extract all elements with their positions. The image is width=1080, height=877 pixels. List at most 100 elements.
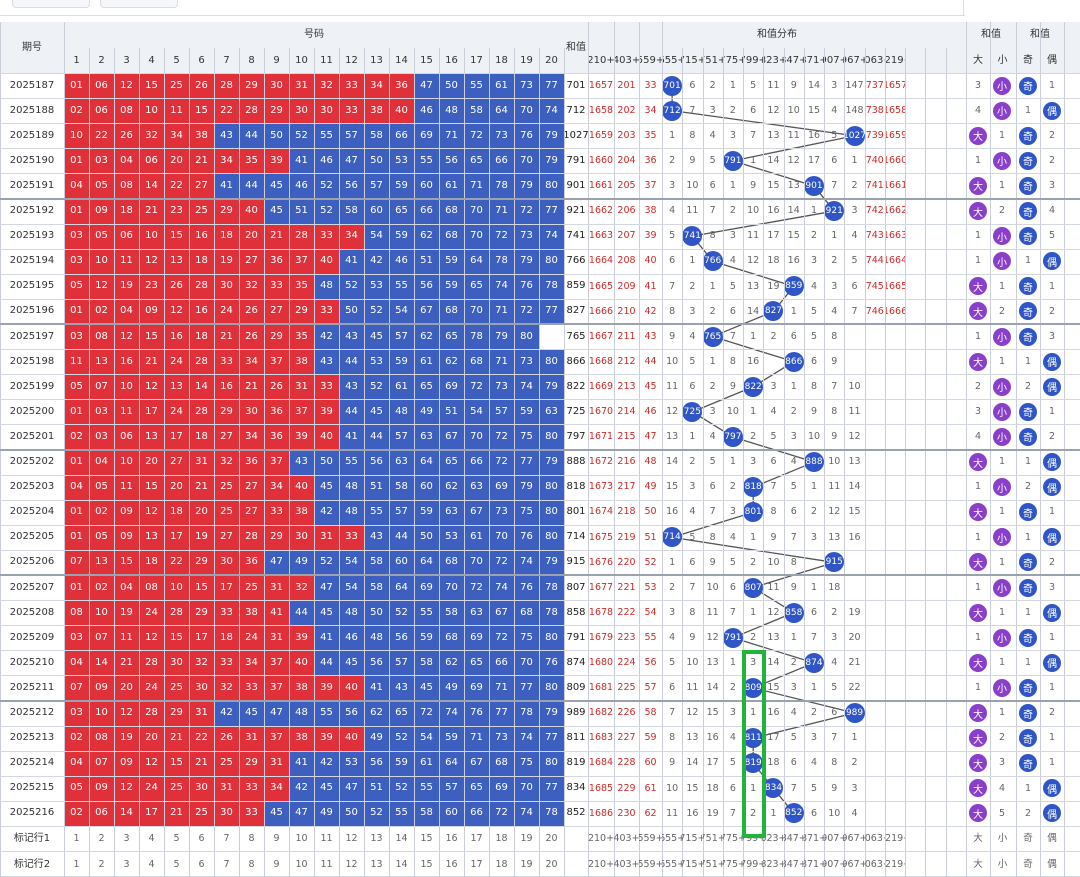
number-cell: 72 bbox=[489, 625, 514, 651]
number-cell: 12 bbox=[139, 374, 164, 400]
number-cell-text: 09 bbox=[95, 782, 108, 794]
parity-miss-count-text: 1 bbox=[1024, 782, 1032, 794]
number-cell-text: 48 bbox=[345, 606, 358, 618]
parity-miss-count-text: 1 bbox=[1048, 506, 1056, 518]
column-header-15: 15 bbox=[414, 48, 439, 73]
period-cell: 2025207 bbox=[0, 575, 64, 600]
number-cell: 48 bbox=[339, 600, 364, 626]
dist-cell-text: 2 bbox=[810, 230, 818, 242]
sum-col-header-text: 823+ bbox=[763, 54, 784, 66]
number-cell-text: 28 bbox=[195, 405, 208, 417]
number-cell: 29 bbox=[189, 549, 214, 575]
dist-cell: 7 bbox=[824, 374, 844, 399]
number-cell-text: 33 bbox=[220, 355, 233, 367]
number-cell: 20 bbox=[114, 675, 139, 701]
number-cell: 58 bbox=[364, 549, 389, 575]
dist-cell: 5 bbox=[784, 475, 804, 500]
number-cell: 25 bbox=[189, 800, 214, 826]
number-cell-text: 34 bbox=[370, 79, 383, 91]
header-numbers-text: 号码 bbox=[304, 29, 324, 40]
dist-cell: 1 bbox=[844, 148, 864, 173]
dist-cell: 10 bbox=[723, 399, 743, 424]
number-cell: 31 bbox=[264, 750, 289, 776]
number-cell-text: 04 bbox=[70, 656, 83, 668]
number-cell-text: 19 bbox=[195, 531, 208, 543]
parity-miss-count: 2 bbox=[1040, 299, 1064, 324]
dist-cell: 11 bbox=[743, 224, 763, 249]
dist-559-text: 34 bbox=[644, 104, 657, 116]
dist-cell-text: 2 bbox=[851, 180, 858, 192]
sum-col-header-text: 847+ bbox=[784, 54, 804, 66]
number-cell: 31 bbox=[314, 524, 339, 550]
footer-column-label: 15 bbox=[414, 852, 439, 877]
footer-column-label: 13 bbox=[364, 826, 389, 851]
number-cell-text: 36 bbox=[270, 430, 283, 442]
number-cell-text: 74 bbox=[520, 556, 533, 568]
number-cell: 13 bbox=[89, 349, 114, 375]
dist-cell bbox=[885, 525, 905, 550]
period-cell: 2025209 bbox=[0, 625, 64, 650]
number-cell-text: 28 bbox=[145, 656, 158, 668]
number-cell: 57 bbox=[389, 650, 414, 676]
number-cell-text: 74 bbox=[520, 732, 533, 744]
dist-cell: 14 bbox=[784, 199, 804, 224]
number-cell: 28 bbox=[189, 273, 214, 299]
dist-cell-text: 11 bbox=[848, 406, 861, 418]
dist-cell-text: 5 bbox=[689, 531, 696, 543]
grid-row-line bbox=[0, 800, 1080, 802]
number-cell: 50 bbox=[264, 123, 289, 149]
number-cell: 56 bbox=[439, 148, 464, 174]
dist-cell bbox=[885, 500, 905, 525]
column-header-17: 17 bbox=[464, 48, 489, 73]
dist-cell: 1 bbox=[804, 675, 824, 700]
number-cell: 72 bbox=[514, 298, 539, 324]
number-cell-text: 09 bbox=[145, 305, 158, 317]
number-cell-text: 72 bbox=[495, 631, 508, 643]
parity-miss-count: 2 bbox=[1040, 424, 1064, 449]
dist-cell-text: 2 bbox=[790, 406, 797, 418]
dist-559: 40 bbox=[639, 249, 662, 274]
number-cell: 69 bbox=[414, 575, 439, 601]
dist-cell: 5 bbox=[682, 525, 702, 550]
number-cell: 30 bbox=[314, 98, 339, 124]
number-cell-text: 21 bbox=[195, 154, 208, 166]
dist-559-text: 46 bbox=[644, 406, 657, 418]
dist-cell: 5 bbox=[804, 324, 824, 349]
number-cell: 28 bbox=[289, 223, 314, 249]
dist-cell: 15 bbox=[662, 475, 682, 500]
period-cell: 2025203 bbox=[0, 475, 64, 500]
number-cell-text: 10 bbox=[95, 255, 108, 267]
number-cell: 65 bbox=[439, 324, 464, 350]
number-cell-text: 77 bbox=[520, 681, 533, 693]
top-tab-button-1[interactable] bbox=[12, 0, 90, 8]
number-cell-text: 29 bbox=[195, 556, 208, 568]
dist-cell: 2 bbox=[743, 801, 763, 826]
footer-column-label: 19 bbox=[514, 826, 539, 851]
number-cell-text: 28 bbox=[170, 606, 183, 618]
number-cell-text: 38 bbox=[195, 129, 208, 141]
number-cell-text: 79 bbox=[545, 129, 558, 141]
top-tab-button-2[interactable] bbox=[100, 0, 178, 8]
footer-column-label-text: 3 bbox=[123, 858, 130, 870]
grid-row-line bbox=[0, 625, 1080, 627]
number-cell: 08 bbox=[64, 600, 89, 626]
dist-cell: 10 bbox=[662, 776, 682, 801]
number-cell: 06 bbox=[114, 223, 139, 249]
dist-cell: 9 bbox=[824, 349, 844, 374]
dist-403-text: 226 bbox=[617, 707, 636, 719]
footer-row1-label: 标记行1 bbox=[0, 826, 64, 851]
number-cell-text: 73 bbox=[495, 506, 508, 518]
number-cell: 65 bbox=[464, 775, 489, 801]
dist-cell-text: 2 bbox=[750, 807, 757, 819]
dist-403: 210 bbox=[614, 299, 639, 324]
dist-cell-text: 5 bbox=[709, 456, 716, 468]
number-cell: 15 bbox=[164, 223, 189, 249]
dist-cell: 1 bbox=[682, 424, 702, 449]
number-cell: 63 bbox=[414, 424, 439, 450]
number-cell-text: 16 bbox=[120, 355, 133, 367]
parity-miss-count: 2 bbox=[1040, 123, 1064, 148]
number-cell-text: 02 bbox=[70, 430, 83, 442]
number-cell: 49 bbox=[439, 675, 464, 701]
footer-column-label-text: 18 bbox=[495, 832, 508, 844]
